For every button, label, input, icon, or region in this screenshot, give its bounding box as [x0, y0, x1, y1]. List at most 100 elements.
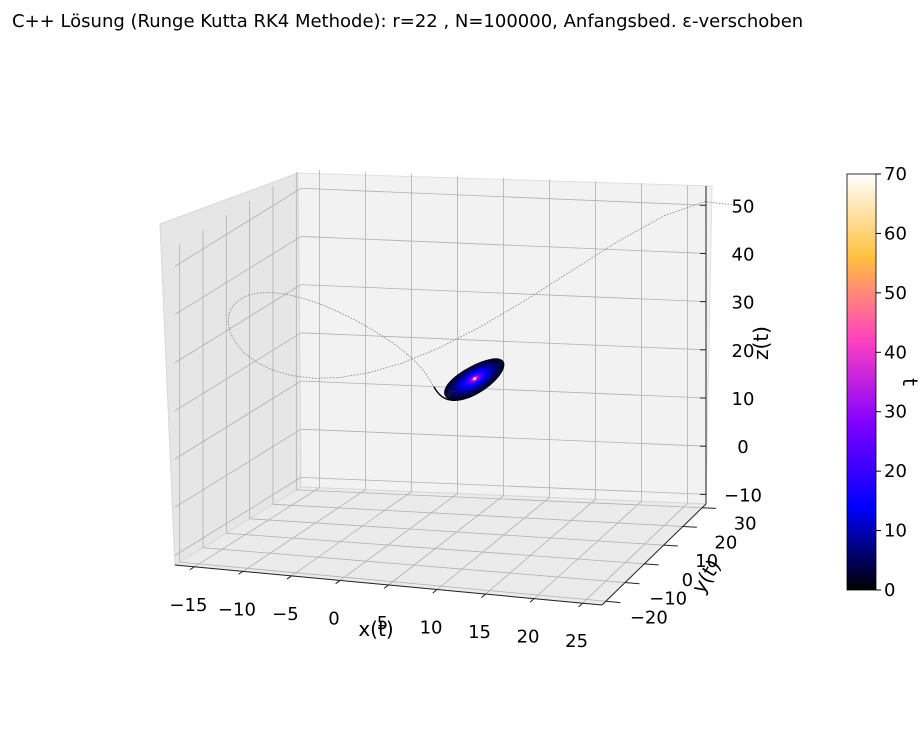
x-tick-mark — [578, 602, 583, 608]
x-tick-mark — [238, 570, 244, 575]
y-tick-mark — [644, 563, 659, 566]
x-tick-label: 10 — [420, 618, 443, 639]
trajectory-segment — [407, 354, 435, 388]
grid-line — [272, 503, 683, 527]
x-tick-mark — [383, 584, 389, 589]
grid-line — [179, 561, 606, 602]
trajectory-segment — [488, 362, 499, 374]
colorbar: 0 10 20 30 40 50 60 70 t — [846, 164, 922, 601]
x-tick-mark — [335, 580, 341, 585]
x-tick-label: −5 — [272, 604, 299, 625]
chart-title: C++ Lösung (Runge Kutta RK4 Methode): r=… — [12, 11, 803, 32]
x-tick-label: −15 — [169, 595, 207, 616]
grid-line — [249, 518, 664, 546]
trajectory-segment — [445, 395, 465, 401]
x-tick-mark — [189, 566, 195, 571]
trajectory-segment — [454, 381, 459, 392]
grid-lines — [174, 169, 707, 604]
y-tick-mark — [702, 507, 717, 509]
axes-3d — [159, 169, 713, 606]
colorbar-ticks: 0 10 20 30 40 50 60 70 — [876, 164, 907, 601]
trajectory-segment — [453, 386, 462, 394]
pane-back-wall — [297, 172, 713, 505]
trajectory-segment — [444, 380, 453, 397]
x-axis-label: x(t) — [358, 617, 393, 641]
grid-line — [533, 500, 642, 599]
trajectory-segment — [448, 394, 469, 399]
trajectory-segment — [447, 389, 459, 398]
grid-line — [194, 487, 320, 568]
z-tick-label: 0 — [737, 437, 748, 458]
grid-line — [339, 493, 458, 581]
trajectory-segment — [451, 384, 458, 395]
y-tick-mark — [663, 544, 678, 547]
y-tick-label: 10 — [695, 551, 718, 572]
colorbar-tick-label: 30 — [884, 402, 907, 423]
x-tick-label: −10 — [218, 599, 256, 620]
colorbar-tick-label: 70 — [884, 164, 907, 185]
trajectory-segment — [456, 383, 463, 392]
lorenz-trajectory — [227, 201, 736, 401]
grid-line — [174, 380, 302, 460]
x-tick-mark — [286, 575, 292, 580]
grid-line — [174, 477, 302, 556]
grid-line — [174, 284, 302, 363]
trajectory-segment — [450, 390, 464, 396]
x-tick-mark — [481, 593, 486, 598]
grid-line — [436, 497, 550, 590]
grid-line — [300, 187, 707, 206]
colorbar-bar — [846, 173, 877, 591]
x-axis-ticks: −15 −10 −5 0 5 10 15 20 25 — [169, 566, 588, 652]
trajectory-segment — [227, 292, 295, 371]
grid-line — [300, 428, 707, 447]
z-tick-label: 20 — [732, 341, 755, 362]
trajectory-segment — [433, 386, 451, 401]
z-tick-label: −10 — [724, 485, 762, 506]
grid-line — [296, 489, 703, 509]
grid-line — [300, 380, 707, 399]
grid-line — [226, 532, 645, 565]
y-tick-label: −20 — [630, 607, 668, 628]
x-tick-label: 25 — [565, 631, 588, 652]
trajectory-segment — [459, 382, 464, 390]
colorbar-tick-label: 20 — [884, 461, 907, 482]
y-tick-label: −10 — [649, 589, 687, 610]
grid-line — [582, 502, 688, 604]
z-tick-label: 30 — [732, 293, 755, 314]
grid-line — [174, 236, 302, 315]
y-tick-label: 0 — [682, 570, 693, 591]
trajectory-segment — [294, 295, 408, 355]
grid-line — [202, 547, 626, 583]
colorbar-tick-label: 50 — [884, 283, 907, 304]
trajectory-segment — [449, 382, 454, 396]
colorbar-tick-label: 60 — [884, 223, 907, 244]
trajectory-segment — [272, 201, 736, 379]
grid-line — [174, 332, 302, 412]
grid-line — [174, 428, 302, 508]
x-tick-mark — [432, 589, 438, 594]
z-tick-label: 50 — [732, 196, 755, 217]
grid-line — [300, 476, 707, 495]
grid-line — [291, 491, 412, 577]
y-tick-mark — [625, 582, 640, 585]
x-tick-label: 0 — [328, 608, 339, 629]
x-tick-label: 20 — [517, 627, 540, 648]
x-tick-label: 5 — [377, 613, 388, 634]
y-axis-label: y(t) — [687, 555, 726, 598]
trajectory-segment — [493, 360, 501, 378]
trajectory-segment — [494, 359, 504, 380]
grid-line — [174, 187, 302, 267]
z-axis-ticks: −10 0 10 20 30 40 50 — [700, 196, 762, 506]
grid-line — [242, 489, 366, 572]
grid-line — [300, 332, 707, 351]
z-tick-label: 40 — [732, 244, 755, 265]
grid-line — [485, 499, 596, 595]
colorbar-label: t — [898, 378, 922, 386]
trajectory-segment — [446, 380, 454, 396]
z-axis-label: z(t) — [749, 326, 773, 360]
z-tick-label: 10 — [732, 389, 755, 410]
grid-line — [388, 495, 504, 586]
x-tick-mark — [529, 598, 535, 603]
colorbar-tick-label: 0 — [884, 580, 895, 601]
